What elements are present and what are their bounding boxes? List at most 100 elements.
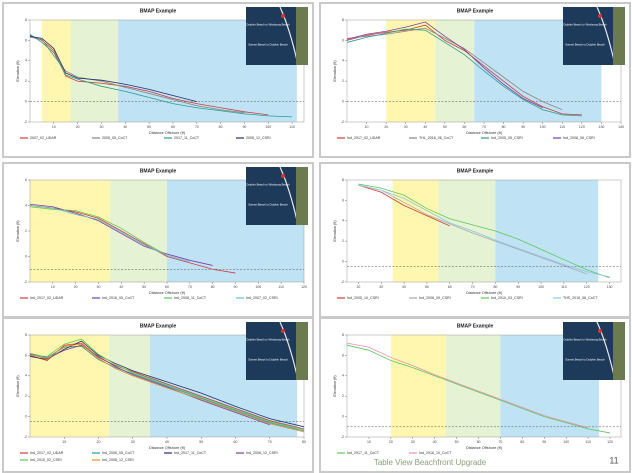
x-tick-label: 100	[265, 125, 271, 129]
y-tick-label: 2	[342, 394, 344, 398]
y-tick-label: 2	[342, 239, 344, 243]
x-tick-label: 70	[195, 125, 199, 129]
x-tick-label: 20	[74, 285, 78, 289]
x-tick-label: 100	[563, 440, 569, 444]
map-land	[613, 322, 625, 380]
map-marker	[281, 174, 285, 178]
x-tick-label: 20	[97, 440, 101, 444]
legend-label: Ind_2005_10_CSRI	[347, 296, 379, 300]
legend-label: Ind_2008_12_CSRI	[102, 458, 134, 462]
map-land	[296, 322, 308, 380]
y-tick-label: -2	[341, 435, 344, 439]
y-axis-label: Elevation (ft)	[333, 375, 337, 397]
map-label: Dolphin Beach to Windsong Beach	[563, 23, 607, 27]
x-axis-label: Distance Offshore (ft)	[149, 446, 186, 450]
x-tick-label: 40	[119, 285, 123, 289]
x-tick-label: 80	[520, 440, 524, 444]
x-tick-label: 60	[477, 440, 481, 444]
y-tick-label: 6	[25, 38, 27, 42]
y-tick-label: 6	[25, 353, 27, 357]
legend-label: Ind_2007_02_CSRI	[246, 296, 278, 300]
x-tick-label: 30	[100, 125, 104, 129]
y-axis-label: Elevation (ft)	[333, 60, 337, 82]
legend-label: Ind_2006_05_CoCT	[102, 451, 135, 455]
y-tick-label: 8	[342, 333, 344, 337]
chart-title: BMAP Example	[140, 168, 177, 174]
y-tick-label: 2	[25, 394, 27, 398]
x-tick-label: 10	[52, 125, 56, 129]
legend-label: Ind_2008_09_CSRI	[419, 296, 451, 300]
y-tick-label: 6	[342, 353, 344, 357]
x-tick-label: 70	[268, 440, 272, 444]
x-tick-label: 70	[498, 440, 502, 444]
y-tick-label: 6	[342, 38, 344, 42]
y-tick-label: 6	[342, 198, 344, 202]
x-tick-label: 60	[462, 125, 466, 129]
map-marker	[281, 14, 285, 18]
x-tick-label: 120	[579, 125, 585, 129]
x-tick-label: 80	[219, 125, 223, 129]
x-tick-label: 10	[51, 285, 55, 289]
legend-label: Ind_2017_02_LiDAR	[30, 296, 64, 300]
x-tick-label: 30	[97, 285, 101, 289]
x-tick-label: 40	[423, 125, 427, 129]
y-axis-label: Elevation (ft)	[16, 220, 20, 242]
legend-label: Ind_2010_02_CSRI	[30, 458, 62, 462]
y-tick-label: 0	[25, 415, 27, 419]
y-tick-label: 6	[25, 178, 27, 182]
x-tick-label: 10	[367, 440, 371, 444]
y-tick-label: 0	[342, 415, 344, 419]
chart-title: BMAP Example	[140, 8, 177, 14]
chart-title: BMAP Example	[140, 323, 177, 329]
y-axis-label: Elevation (ft)	[333, 220, 337, 242]
x-tick-label: 100	[540, 125, 546, 129]
y-tick-label: -2	[341, 120, 344, 124]
legend-label: 2017_11_CoCT	[174, 136, 200, 140]
y-axis-label: Elevation (ft)	[16, 375, 20, 397]
x-tick-label: 80	[302, 440, 306, 444]
y-tick-label: -2	[24, 120, 27, 124]
chart-panel: BMAP Example-202468203040506070809010011…	[319, 162, 631, 318]
x-tick-label: 50	[425, 285, 429, 289]
zone	[386, 20, 435, 122]
map-label: Sunset Beach to Dolphin Beach	[248, 358, 288, 362]
chart-panel: BMAP Example-202468102030405060708090100…	[319, 2, 631, 158]
zone	[391, 335, 446, 437]
x-tick-label: 10	[62, 440, 66, 444]
zone	[446, 335, 501, 437]
x-tick-label: 60	[171, 125, 175, 129]
x-tick-label: 40	[433, 440, 437, 444]
y-axis-label: Elevation (ft)	[16, 60, 20, 82]
x-tick-label: 90	[516, 285, 520, 289]
x-tick-label: 30	[411, 440, 415, 444]
x-tick-label: 50	[443, 125, 447, 129]
x-tick-label: 30	[131, 440, 135, 444]
x-tick-label: 80	[211, 285, 215, 289]
x-tick-label: 60	[234, 440, 238, 444]
map-label: Dolphin Beach to Windsong Beach	[246, 183, 290, 187]
x-tick-label: 20	[76, 125, 80, 129]
x-tick-label: 70	[471, 285, 475, 289]
x-tick-label: 30	[404, 125, 408, 129]
footer-text: Table View Beachfront Upgrade	[374, 458, 487, 467]
y-tick-label: 0	[342, 260, 344, 264]
x-tick-label: 120	[584, 285, 590, 289]
slide: BMAP Example-202468102030405060708090100…	[0, 0, 632, 473]
x-tick-label: 10	[365, 125, 369, 129]
zone	[71, 20, 119, 122]
y-tick-label: -2	[24, 435, 27, 439]
map-label: Dolphin Beach to Windsong Beach	[246, 338, 290, 342]
legend-label: THL_2016_06_CoCT	[419, 136, 454, 140]
x-axis-label: Distance Offshore (ft)	[149, 291, 186, 295]
y-tick-label: -2	[341, 280, 344, 284]
x-tick-label: 140	[618, 125, 624, 129]
x-tick-label: 110	[561, 285, 567, 289]
x-axis-label: Distance Offshore (ft)	[466, 446, 503, 450]
map-marker	[598, 329, 602, 333]
y-tick-label: 4	[25, 374, 27, 378]
x-tick-label: 110	[289, 125, 295, 129]
legend-label: Ind_2016_10_CoCT	[419, 451, 452, 455]
legend-label: Ind_2017_02_LiDAR	[30, 451, 64, 455]
